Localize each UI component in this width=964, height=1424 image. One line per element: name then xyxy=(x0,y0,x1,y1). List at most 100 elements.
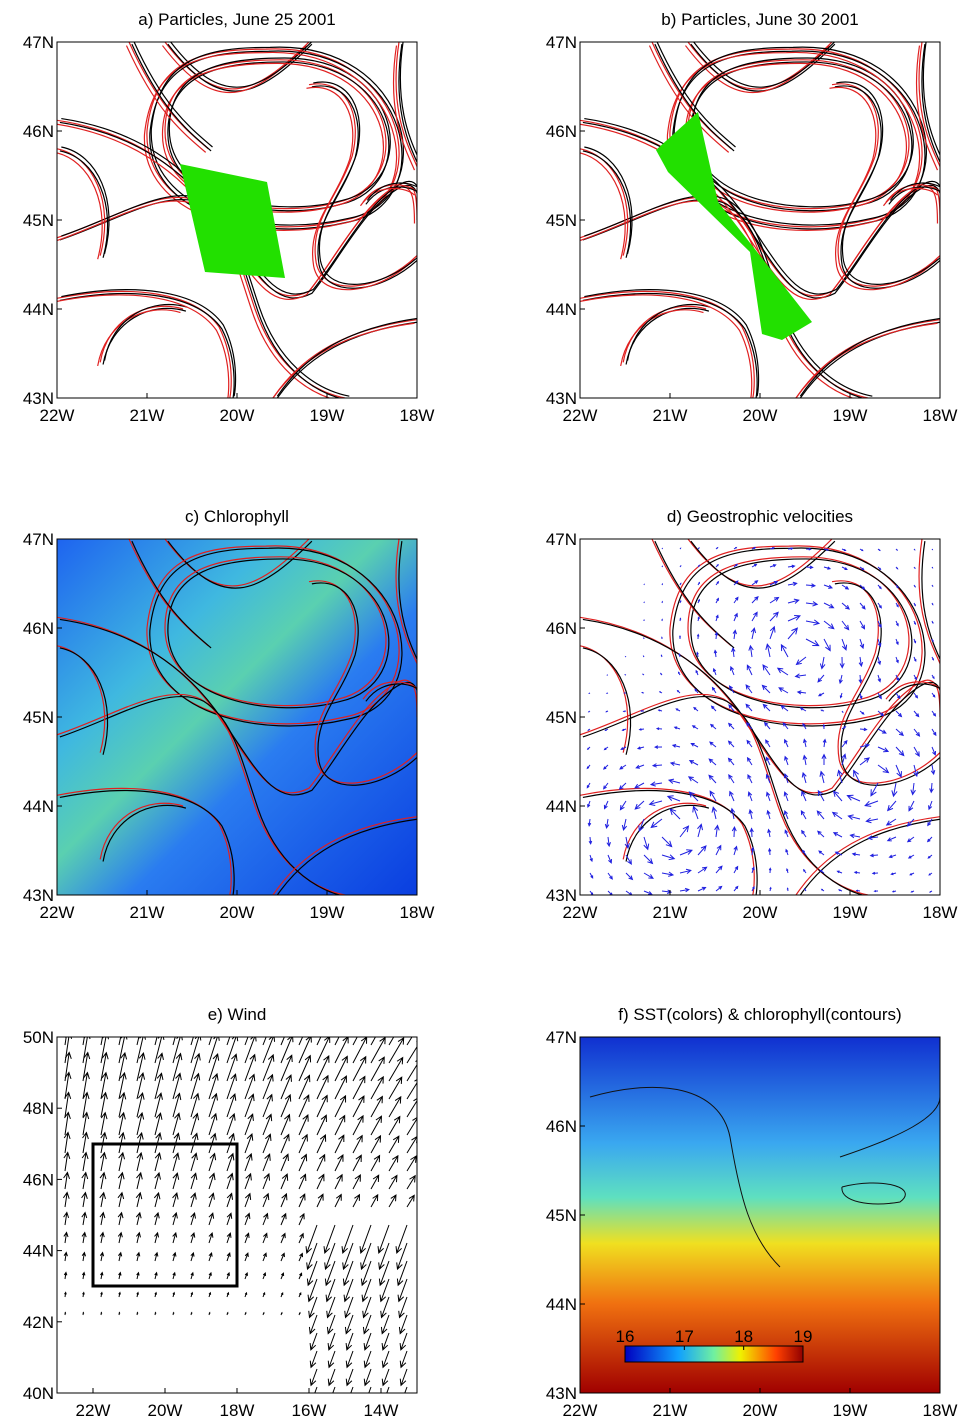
flow-line xyxy=(313,82,421,284)
colorbar-tick-label: 17 xyxy=(675,1327,694,1346)
wind-arrow xyxy=(370,1193,379,1208)
wind-arrow xyxy=(280,1272,285,1280)
velocity-arrow xyxy=(714,824,720,838)
velocity-arrow xyxy=(751,580,759,586)
flow-line xyxy=(98,310,181,366)
wind-arrow xyxy=(118,1051,128,1082)
velocity-arrow xyxy=(603,764,609,770)
wind-arrow xyxy=(406,1060,417,1082)
wind-arrow xyxy=(136,1291,139,1298)
wind-arrow xyxy=(316,1114,327,1136)
velocity-arrow xyxy=(731,825,737,838)
panel-title: c) Chlorophyll xyxy=(185,507,289,526)
flow-lines xyxy=(57,539,420,897)
velocity-arrow xyxy=(823,548,830,551)
velocity-arrow xyxy=(819,656,826,670)
y-tick-label: 44N xyxy=(546,797,577,816)
velocity-arrow xyxy=(622,710,627,713)
velocity-arrow xyxy=(733,546,738,550)
velocity-arrow xyxy=(765,739,771,748)
velocity-arrow xyxy=(603,746,609,751)
velocity-arrow xyxy=(733,563,739,568)
wind-arrow xyxy=(154,1291,158,1298)
velocity-arrow xyxy=(679,825,690,838)
wind-arrow xyxy=(64,1037,67,1046)
wind-arrow xyxy=(136,1072,146,1100)
flow-line xyxy=(396,539,417,664)
x-tick-label: 18W xyxy=(400,406,435,425)
wind-arrow xyxy=(154,1251,159,1262)
velocity-arrow xyxy=(890,872,897,876)
flow-line xyxy=(61,147,109,254)
x-tick-label: 21W xyxy=(653,903,688,922)
velocity-arrow xyxy=(769,611,779,622)
flow-line xyxy=(126,46,205,153)
flow-line xyxy=(367,183,421,200)
wind-arrow xyxy=(244,1093,255,1118)
velocity-arrow xyxy=(841,726,847,730)
wind-arrow xyxy=(334,1094,347,1118)
velocity-arrow xyxy=(673,726,681,730)
wind-arrow xyxy=(345,1368,354,1387)
velocity-arrow xyxy=(650,818,663,829)
velocity-arrow xyxy=(823,620,835,630)
velocity-arrow xyxy=(697,886,707,892)
colorbar-tick-label: 19 xyxy=(794,1327,813,1346)
wind-arrow xyxy=(359,1224,372,1254)
velocity-arrow xyxy=(658,691,663,694)
flow-line xyxy=(103,308,186,364)
flow-line xyxy=(628,304,711,360)
wind-arrow xyxy=(280,1232,286,1244)
wind-arrow xyxy=(117,1211,124,1226)
x-tick-label: 22W xyxy=(563,406,598,425)
wind-arrow xyxy=(305,1224,318,1254)
velocity-arrow xyxy=(761,684,771,694)
map-panel: 16 17 18 19 f) SST(colors) & chlorophyll(con… xyxy=(546,1005,958,1420)
velocity-arrow xyxy=(733,845,738,856)
velocity-arrow xyxy=(733,596,739,604)
velocity-arrow xyxy=(751,563,758,568)
velocity-arrow xyxy=(780,643,789,658)
velocity-arrow xyxy=(913,746,920,757)
wind-arrow xyxy=(298,1212,305,1226)
wind-arrow xyxy=(99,1191,106,1208)
flow-line xyxy=(580,646,628,753)
wind-arrow xyxy=(136,1111,145,1136)
flow-line xyxy=(276,819,420,897)
wind-arrow xyxy=(172,1112,181,1136)
wind-arrow xyxy=(379,1278,390,1303)
wind-arrow xyxy=(362,1314,372,1335)
velocity-arrow xyxy=(817,789,825,802)
velocity-arrow xyxy=(823,584,834,589)
wind-arrow xyxy=(378,1260,390,1287)
velocity-arrow xyxy=(697,823,703,838)
velocity-arrow xyxy=(603,800,609,810)
wind-arrow xyxy=(298,1272,303,1280)
wind-arrow xyxy=(280,1133,290,1154)
wind-arrow xyxy=(370,1154,381,1172)
x-tick-label: 18W xyxy=(923,903,958,922)
flow-line xyxy=(60,151,108,258)
flow-line xyxy=(583,648,631,755)
velocity-arrow xyxy=(620,746,627,750)
wind-arrow xyxy=(244,1073,256,1100)
y-tick-label: 44N xyxy=(23,797,54,816)
wind-arrow xyxy=(208,1291,212,1298)
wind-arrow xyxy=(334,1114,346,1136)
wind-arrow xyxy=(316,1037,322,1046)
wind-arrow xyxy=(63,1151,71,1172)
wind-arrow xyxy=(244,1037,257,1064)
wind-arrow xyxy=(362,1296,372,1319)
wind-arrow xyxy=(118,1271,122,1280)
velocity-arrow xyxy=(839,656,845,669)
wind-arrow xyxy=(280,1212,287,1226)
wind-arrow xyxy=(327,1368,336,1387)
wind-arrow xyxy=(363,1350,372,1369)
map-panel: c) Chlorophyll 22W 21W 20W 19W 18W 43N 44N 45N 46… xyxy=(23,507,435,922)
y-tick-label: 43N xyxy=(23,886,54,905)
wind-arrow xyxy=(208,1232,214,1244)
velocity-arrow xyxy=(783,772,789,784)
velocity-arrow xyxy=(783,791,789,802)
velocity-arrow xyxy=(751,611,758,622)
velocity-arrow xyxy=(837,889,843,892)
